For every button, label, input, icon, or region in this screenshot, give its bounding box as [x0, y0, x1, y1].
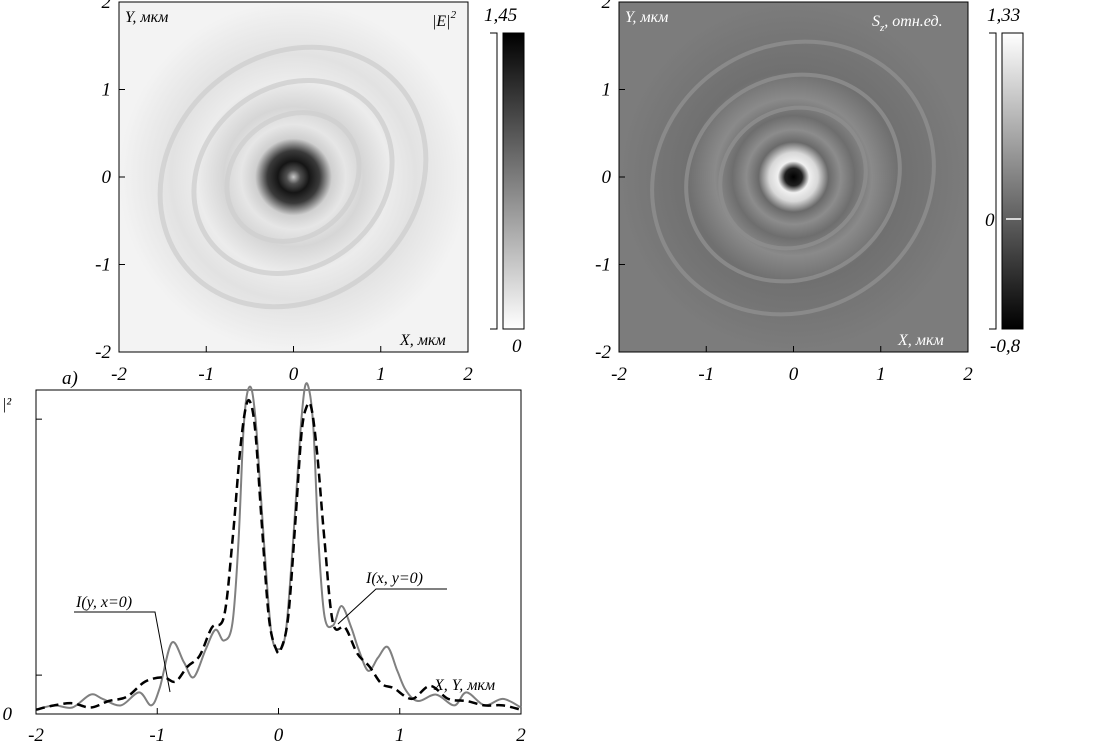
colorbar-e-bracket — [490, 32, 498, 330]
map-e-panel: Y, мкм X, мкм |E|2 2 1 0 -1 -2 -2 -1 0 1 2 — [95, 0, 473, 385]
colorbar-s: 1,33 0 -0,8 — [985, 5, 1024, 357]
colorbar-s-gradient — [1001, 32, 1024, 330]
map-e-x-tick-label: -1 — [198, 364, 214, 385]
map-e-y-tick-label: 1 — [102, 80, 112, 101]
callout-iy-leader — [74, 611, 171, 693]
map-s-panel: Y, мкм X, мкм Sz, отн.ед. 2 1 0 -1 -2 -2 -1 0 1… — [595, 0, 973, 385]
chart-axis-label: X, Y, мкм — [433, 677, 495, 694]
map-s-quantity-label: Sz, отн.ед. — [872, 13, 943, 34]
map-s-y-tick-label: -2 — [595, 342, 611, 363]
map-e-y-tick-label: 0 — [102, 167, 112, 188]
map-e-y-label: Y, мкм — [125, 9, 168, 26]
chart-x-tick-label: 1 — [395, 725, 405, 745]
map-s-image — [619, 2, 968, 352]
panel-a-label: a) — [62, 368, 78, 389]
colorbar-s-max: 1,33 — [987, 5, 1020, 26]
series-line-iy — [35, 398, 522, 711]
chart-y-ticks: 0 — [3, 418, 42, 725]
map-e-y-tick-label: -2 — [95, 342, 111, 363]
profile-chart: |² X, Y, мкм -2 -1 0 1 2 0 I(x, y=0) I(y, x=… — [2, 382, 526, 745]
map-e-x-tick-label: 0 — [289, 364, 299, 385]
map-s-x-tick-label: -1 — [698, 364, 714, 385]
chart-frame — [35, 389, 522, 715]
map-s-y-label: Y, мкм — [625, 9, 668, 26]
colorbar-s-min: -0,8 — [990, 336, 1021, 357]
chart-series — [35, 382, 522, 711]
colorbar-s-zero: 0 — [985, 210, 995, 231]
chart-x-tick-label: 0 — [274, 725, 284, 745]
map-e-y-ticks: 2 1 0 -1 -2 — [95, 0, 125, 363]
map-s-y-tick-label: 2 — [602, 0, 612, 13]
map-e-quantity-label: |E|2 — [432, 9, 457, 30]
chart-x-ticks: -2 -1 0 1 2 — [28, 708, 526, 745]
callout-ix-label: I(x, y=0) — [365, 570, 423, 587]
map-e-y-tick-label: -1 — [95, 255, 111, 276]
map-s-x-tick-label: -2 — [611, 364, 627, 385]
chart-y-tick-label: 0 — [3, 704, 13, 725]
colorbar-e: 1,45 0 — [484, 5, 525, 357]
map-e-rings — [157, 44, 429, 310]
map-e-image — [119, 2, 468, 352]
map-s-y-tick-label: 0 — [602, 167, 612, 188]
map-s-y-tick-label: 1 — [602, 80, 612, 101]
map-s-x-ticks: -2 -1 0 1 2 — [611, 346, 973, 385]
map-s-x-tick-label: 1 — [876, 364, 886, 385]
colorbar-e-gradient — [502, 32, 525, 330]
callout-ix-leader — [337, 588, 447, 625]
map-e-x-tick-label: 2 — [463, 364, 473, 385]
map-s-x-label: X, мкм — [897, 332, 944, 349]
colorbar-e-min: 0 — [512, 336, 522, 357]
map-e-x-label: X, мкм — [399, 332, 446, 349]
chart-x-tick-label: -2 — [28, 725, 44, 745]
map-s-x-tick-label: 2 — [963, 364, 973, 385]
colorbar-s-bracket — [989, 32, 997, 330]
map-s-y-tick-label: -1 — [595, 255, 611, 276]
map-e-y-tick-label: 2 — [102, 0, 112, 13]
map-s-rings — [650, 39, 936, 317]
chart-ylabel-fragment: |² — [2, 396, 12, 413]
chart-x-tick-label: -1 — [149, 725, 165, 745]
chart-callouts — [74, 588, 447, 693]
map-e-x-tick-label: 1 — [376, 364, 386, 385]
callout-iy-label: I(y, x=0) — [75, 594, 132, 611]
map-e-x-tick-label: -2 — [111, 364, 127, 385]
colorbar-e-max: 1,45 — [484, 5, 517, 26]
map-e-x-ticks: -2 -1 0 1 2 — [111, 346, 473, 385]
map-s-x-tick-label: 0 — [789, 364, 799, 385]
map-s-y-ticks: 2 1 0 -1 -2 — [595, 0, 625, 363]
series-line-ix — [35, 382, 522, 711]
chart-x-tick-label: 2 — [516, 725, 526, 745]
